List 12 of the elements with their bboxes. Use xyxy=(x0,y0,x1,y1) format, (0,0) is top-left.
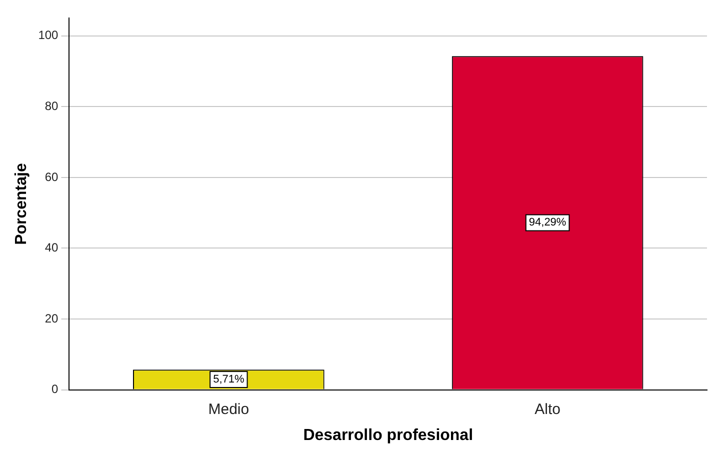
x-tick-label: Medio xyxy=(208,400,250,418)
y-tick-label: 80 xyxy=(44,98,59,113)
y-tick-label: 100 xyxy=(38,28,59,42)
y-tick-label: 0 xyxy=(52,382,59,396)
y-tick-label: 40 xyxy=(44,240,59,255)
x-axis-title: Desarrollo profesional xyxy=(303,426,474,444)
data-label: 5,71% xyxy=(213,373,244,386)
y-axis-title: Porcentaje xyxy=(13,162,30,245)
y-tick-label: 60 xyxy=(44,170,59,184)
y-tick-label: 20 xyxy=(44,311,59,326)
x-tick-label: Alto xyxy=(534,400,560,418)
data-label: 94,29% xyxy=(528,216,566,229)
